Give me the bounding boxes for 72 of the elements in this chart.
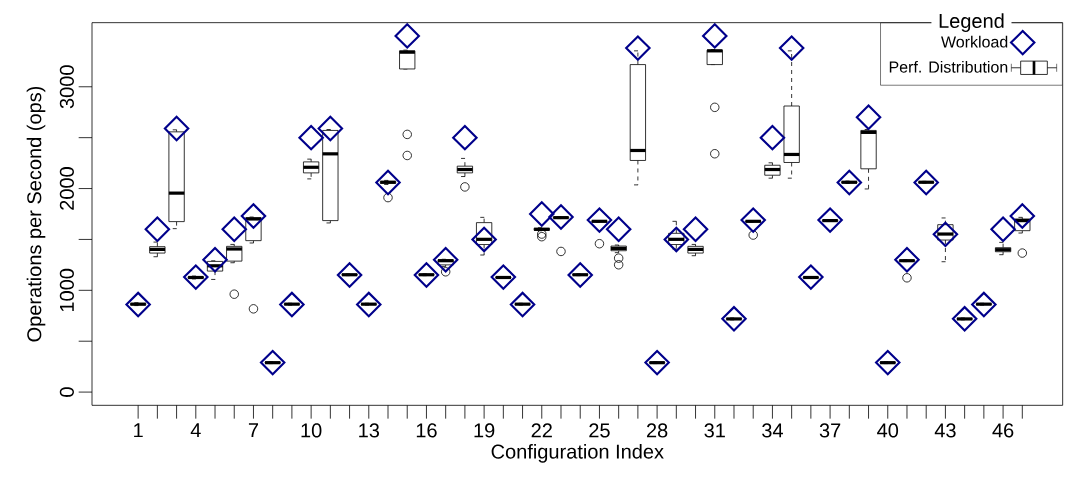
point (567, 262, 593, 288)
point (394, 23, 420, 49)
point (413, 262, 440, 288)
legend-label: Perf. Distribution (889, 60, 1008, 73)
point (778, 35, 805, 61)
point (202, 247, 228, 273)
point (183, 264, 209, 290)
y-tick-label: 3000 (59, 65, 74, 109)
point (163, 115, 190, 142)
point (894, 247, 920, 273)
point (125, 291, 151, 318)
point (298, 124, 324, 151)
x-tick-label: 10 (301, 423, 322, 438)
x-tick-label: 34 (762, 423, 783, 438)
point (375, 169, 401, 196)
point (663, 226, 690, 253)
point (317, 115, 344, 142)
point (356, 291, 382, 318)
point (432, 247, 459, 273)
point (932, 221, 959, 248)
point (913, 169, 939, 196)
y-axis-title: Operations per Second (ops) (26, 86, 46, 342)
x-tick-label: 1 (134, 423, 143, 438)
point (221, 216, 247, 243)
x-tick-label: 28 (646, 423, 668, 438)
point (874, 349, 901, 376)
x-tick-label: 16 (416, 423, 437, 438)
point (1009, 203, 1036, 229)
point (740, 207, 766, 233)
point (548, 204, 574, 230)
point (144, 216, 171, 243)
point (721, 306, 747, 332)
x-tick-label: 13 (359, 423, 380, 438)
point (490, 264, 517, 290)
point (817, 207, 843, 233)
x-tick-label: 22 (531, 423, 552, 438)
point (971, 291, 997, 318)
x-tick-label: 37 (819, 423, 841, 438)
point (836, 169, 863, 196)
point (471, 226, 497, 253)
point (586, 207, 613, 233)
x-axis-title: Configuration Index (491, 444, 664, 463)
point (529, 201, 555, 227)
x-tick-label: 43 (934, 423, 956, 438)
x-tick-label: 40 (877, 423, 899, 438)
point (798, 264, 824, 290)
y-tick-label: 2000 (59, 167, 74, 210)
point (509, 291, 536, 318)
point (759, 124, 786, 151)
point (682, 216, 709, 243)
point (702, 23, 728, 49)
y-tick-label: 0 (59, 387, 74, 397)
y-tick-label: 1000 (59, 268, 74, 312)
x-tick-label: 25 (589, 423, 610, 438)
legend-label: Workload (941, 35, 1008, 48)
x-tick-label: 31 (704, 423, 725, 438)
point (644, 349, 670, 376)
x-tick-label: 46 (992, 423, 1014, 438)
point (625, 35, 651, 61)
point (259, 349, 286, 376)
point (336, 262, 363, 288)
x-tick-label: 7 (248, 423, 259, 438)
point (855, 104, 882, 131)
point (951, 306, 978, 332)
legend-title: Legend (939, 13, 1004, 32)
x-tick-label: 19 (474, 423, 495, 438)
point (279, 291, 305, 318)
point (990, 216, 1016, 243)
x-tick-label: 4 (190, 423, 201, 438)
point (240, 203, 267, 229)
point (452, 124, 478, 151)
point (605, 216, 632, 243)
